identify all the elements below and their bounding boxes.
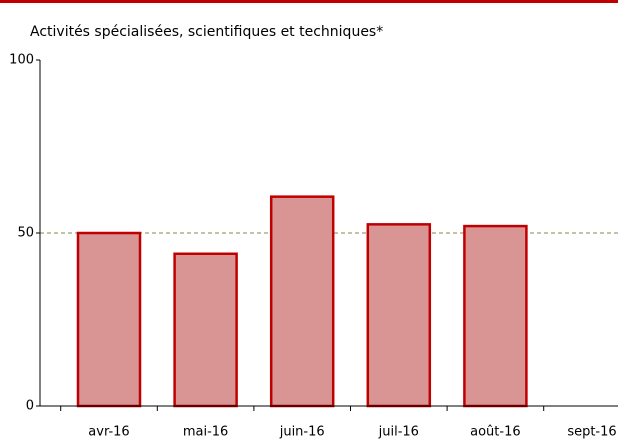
y-tick-label: 50 <box>17 226 34 241</box>
x-tick-label: mai-16 <box>183 425 228 440</box>
bar <box>463 224 528 408</box>
top-rule <box>0 0 618 3</box>
bar <box>76 231 142 408</box>
y-tick-label: 0 <box>26 399 34 414</box>
x-tick-label: août-16 <box>470 425 521 440</box>
chart-title: Activités spécialisées, scientifiques et… <box>30 24 383 40</box>
y-tick-label: 100 <box>9 53 34 68</box>
bar <box>173 252 238 408</box>
x-tick-label: juin-16 <box>279 425 325 440</box>
x-tick-label: avr-16 <box>88 425 129 440</box>
bar <box>366 223 432 408</box>
x-tick-label: sept-16 <box>567 425 616 440</box>
x-tick-label: juil-16 <box>378 425 419 440</box>
bar <box>269 195 335 408</box>
